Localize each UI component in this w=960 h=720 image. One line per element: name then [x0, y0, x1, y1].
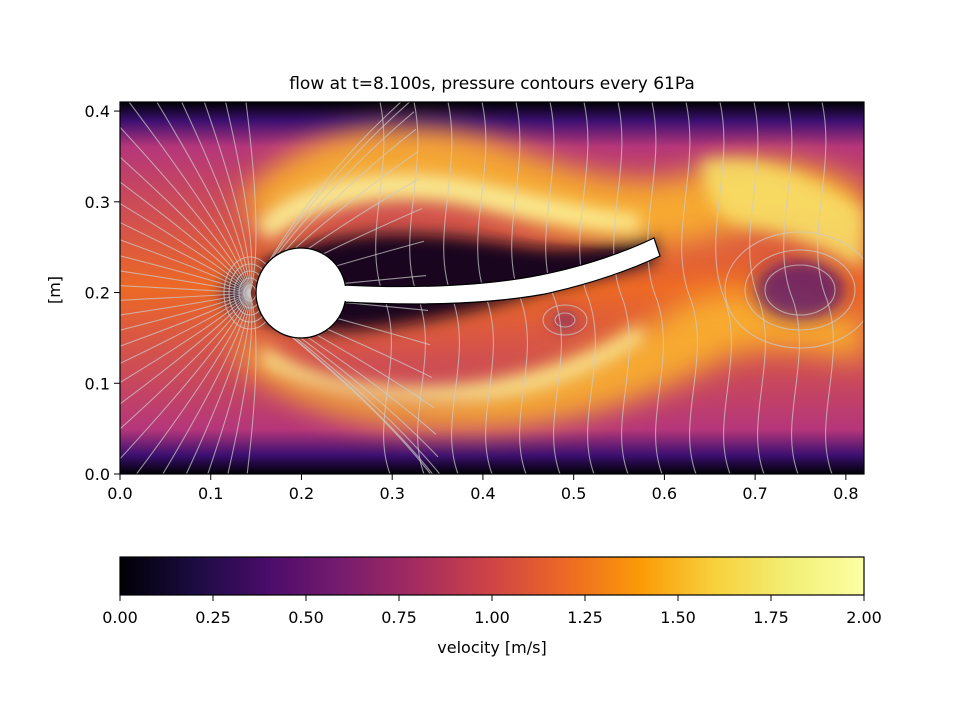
pressure-contour-line — [545, 102, 562, 474]
y-axis-ticks: 0.0 0.1 0.2 0.3 0.4 — [85, 102, 120, 484]
pressure-contour-line — [162, 292, 251, 474]
y-axis-label: [m] — [45, 276, 64, 304]
y-tick-label: 0.3 — [85, 193, 110, 212]
pressure-contour-line — [120, 292, 251, 331]
pressure-contour-line — [120, 221, 251, 294]
pressure-contour-line — [203, 102, 251, 294]
y-tick-label: 0.4 — [85, 102, 110, 121]
pressure-contour-line — [120, 156, 251, 294]
pressure-contour-line — [120, 255, 251, 294]
colorbar-tick-label: 0.75 — [381, 608, 417, 627]
pressure-contour-loop — [542, 304, 588, 336]
colorbar-tick-label: 0.25 — [195, 608, 231, 627]
colorbar — [119, 556, 865, 596]
pressure-contour-line — [715, 102, 732, 474]
colorbar-tick-label: 1.50 — [660, 608, 696, 627]
x-tick-label: 0.3 — [379, 484, 404, 503]
pressure-contour-line — [120, 292, 251, 384]
pressure-contour-line — [120, 270, 251, 294]
pressure-contour-line — [120, 126, 251, 294]
pressure-contour-line — [681, 102, 698, 474]
pressure-contour-line — [261, 312, 432, 474]
pressure-contour-line — [120, 292, 251, 365]
colorbar-tick-label: 1.75 — [753, 608, 789, 627]
pressure-contour-line — [120, 292, 251, 301]
pressure-contour-line — [156, 102, 251, 294]
colorbar-tick-label: 0.50 — [288, 608, 324, 627]
colorbar-tick-label: 2.00 — [846, 608, 882, 627]
pressure-contour-line — [181, 102, 251, 294]
pressure-contour-line — [246, 292, 257, 474]
pressure-contour-line — [261, 102, 402, 274]
pressure-contour-line — [120, 292, 251, 347]
pressure-contour-line — [207, 292, 251, 474]
x-tick-label: 0.2 — [289, 484, 314, 503]
x-tick-label: 0.5 — [561, 484, 586, 503]
upper-jet — [255, 173, 640, 240]
pressure-contour-loop — [744, 249, 856, 331]
pressure-contour-line — [261, 111, 415, 276]
flag-joint — [340, 286, 348, 301]
small-vortex — [553, 311, 577, 329]
pressure-contour-line — [120, 292, 251, 405]
pressure-contour-line — [120, 292, 251, 430]
pressure-contour-line — [511, 102, 528, 474]
colorbar-ticks: 0.00 0.25 0.50 0.75 1.00 1.25 1.50 1.75 2.00 — [102, 595, 882, 627]
pressure-contour-line — [783, 102, 800, 474]
y-tick-label: 0.0 — [85, 465, 110, 484]
pressure-contours — [120, 102, 864, 474]
y-tick-label: 0.2 — [85, 284, 110, 303]
x-tick-label: 0.7 — [742, 484, 767, 503]
pressure-contour-line — [647, 102, 664, 474]
x-axis-ticks: 0.0 0.1 0.2 0.3 0.4 0.5 0.6 0.7 0.8 — [107, 474, 859, 503]
plot-frame — [119, 101, 865, 475]
pressure-contour-line — [613, 102, 630, 474]
velocity-field — [120, 102, 864, 474]
pressure-contour-line — [120, 239, 251, 294]
pressure-contour-loop — [764, 264, 836, 316]
pressure-contour-line — [225, 102, 253, 294]
colorbar-tick-label: 0.00 — [102, 608, 138, 627]
upper-fast-band — [240, 127, 864, 250]
flag — [342, 237, 661, 305]
pressure-contour-line — [120, 181, 251, 294]
pressure-contour-line — [135, 292, 251, 474]
pressure-contour-line — [185, 292, 251, 474]
pressure-contour-line — [120, 202, 251, 294]
pressure-contour-line — [245, 102, 257, 294]
colorbar-label: velocity [m/s] — [437, 638, 546, 657]
pressure-contour-line — [120, 292, 251, 316]
wake-core — [262, 233, 655, 332]
chart-title: flow at t=8.100s, pressure contours ever… — [289, 74, 695, 94]
cylinder — [255, 247, 347, 339]
x-tick-label: 0.8 — [833, 484, 858, 503]
pressure-contour-line — [120, 292, 251, 460]
pressure-contour-line — [579, 102, 596, 474]
pressure-contour-line — [749, 102, 766, 474]
x-tick-label: 0.4 — [470, 484, 495, 503]
colorbar-tick-label: 1.25 — [567, 608, 603, 627]
x-tick-label: 0.0 — [107, 484, 132, 503]
lower-jet — [262, 325, 645, 402]
pressure-contour-line — [817, 102, 834, 474]
pressure-contour-line — [120, 285, 251, 294]
x-tick-label: 0.1 — [198, 484, 223, 503]
pressure-contour-line — [227, 292, 253, 474]
colorbar-tick-label: 1.00 — [474, 608, 510, 627]
lower-fast-band — [240, 291, 864, 430]
x-tick-label: 0.6 — [652, 484, 677, 503]
pressure-contour-loop — [724, 231, 864, 349]
pressure-contour-loop — [554, 312, 576, 328]
downstream-vortex — [755, 260, 845, 320]
pressure-contour-line — [128, 102, 251, 294]
pressure-contour-line — [261, 102, 411, 274]
y-tick-label: 0.1 — [85, 374, 110, 393]
